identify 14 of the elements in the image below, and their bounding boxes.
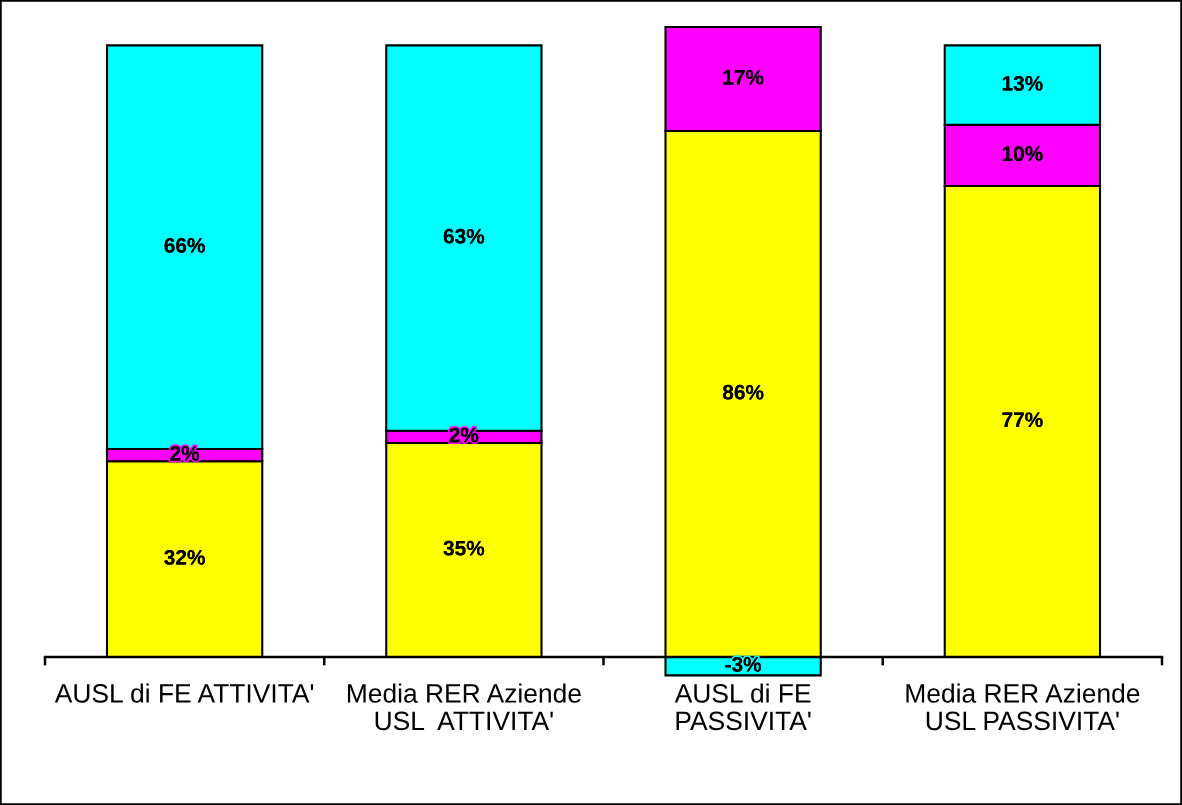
x-tick-label: Media RER Aziende USL PASSIVITA' — [906, 683, 1140, 731]
x-tick-label: Media RER Aziende USL ATTIVITA' — [347, 683, 581, 731]
data-label: 66% — [164, 238, 205, 253]
x-tick-label: AUSL di FE ATTIVITA' — [54, 683, 314, 703]
data-label: 10% — [1002, 146, 1043, 162]
data-label: -3% — [725, 657, 762, 672]
data-label: 77% — [1002, 412, 1043, 428]
data-label: 63% — [443, 228, 485, 244]
data-label: 32% — [164, 549, 205, 565]
data-label: 86% — [722, 384, 764, 400]
x-tick-label: AUSL di FE PASSIVITA' — [674, 683, 811, 731]
data-label: 35% — [443, 540, 485, 556]
data-label: 13% — [1002, 75, 1043, 91]
data-label: 17% — [723, 69, 764, 85]
